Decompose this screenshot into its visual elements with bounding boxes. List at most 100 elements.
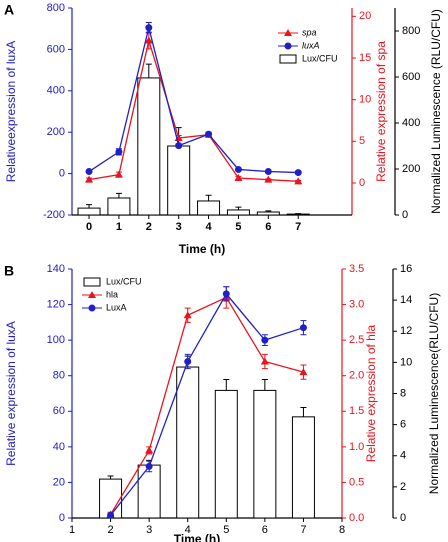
tick-label: 800 [402,25,420,37]
tick-label: 15 [359,52,371,64]
marker [88,304,96,312]
tick-label: 0.5 [349,476,364,488]
tick-label: 0 [400,512,406,524]
x-tick-label: 2 [108,524,114,536]
x-tick-label: 3 [146,524,152,536]
tick-label: 40 [53,441,65,453]
bar [176,366,200,519]
x-axis-title: Time (h) [179,242,225,256]
axis-title: Relative expression of luxA [4,321,18,466]
x-tick-label: 6 [265,221,271,233]
tick-label: 1.0 [349,441,364,453]
marker [205,130,213,138]
bar [256,211,280,216]
line [110,292,304,516]
tick-label: 0 [59,512,65,524]
tick-label: 3.0 [349,298,364,310]
tick-label: 140 [47,263,65,275]
tick-label: 5 [359,135,365,147]
bar [107,197,131,216]
legend-label: spa [302,27,317,37]
legend-label: Lux/CFU [302,53,338,63]
marker [145,446,154,454]
marker [294,169,302,177]
tick-label: 80 [53,370,65,382]
x-tick-label: 6 [262,524,268,536]
marker [175,142,183,150]
panel-label: A [4,2,14,18]
marker [284,42,292,50]
x-tick-label: 4 [185,524,191,536]
line [88,37,299,182]
tick-label: 800 [47,2,65,14]
marker [264,175,273,183]
tick-label: 60 [53,405,65,417]
tick-label: 8 [400,387,406,399]
x-tick-label: 1 [116,221,122,233]
bar [197,200,221,216]
tick-label: 10 [400,356,412,368]
tick-label: 16 [400,263,412,275]
tick-label: 0 [359,177,365,189]
bar [214,389,238,519]
x-tick-label: 5 [223,524,229,536]
tick-label: 200 [402,163,420,175]
tick-label: 100 [47,334,65,346]
x-axis-title: Time (h) [174,532,220,542]
bar [286,213,310,216]
tick-label: 2.0 [349,370,364,382]
x-tick-label: 7 [300,524,306,536]
legend-swatch [83,277,101,287]
tick-label: 0.0 [349,512,364,524]
tick-label: 14 [400,294,412,306]
x-tick-label: 7 [295,221,301,233]
tick-label: 600 [47,43,65,55]
axis-title: Normalized Luminescence (RLU/CFU) [429,9,443,214]
x-tick-label: 1 [69,524,75,536]
tick-label: 600 [402,71,420,83]
axis-title: Relativeexpression of luxA [4,41,18,182]
tick-label: 12 [400,325,412,337]
marker [144,36,153,44]
bar [137,77,161,216]
x-tick-label: 8 [339,524,345,536]
bar [167,145,191,216]
tick-label: 20 [53,476,65,488]
marker [261,336,269,344]
tick-label: 1.5 [349,405,364,417]
legend-label: luxA [302,40,320,50]
bar [137,464,161,519]
marker [284,29,292,36]
tick-label: 20 [359,10,371,22]
tick-label: 2 [400,481,406,493]
x-tick-label: 5 [235,221,241,233]
tick-label: -200 [43,209,65,221]
marker [184,357,192,365]
legend-label: hla [106,289,118,299]
marker [264,168,272,176]
marker [114,170,123,178]
x-tick-label: 0 [86,221,92,233]
tick-label: 400 [47,85,65,97]
tick-label: 200 [47,126,65,138]
marker [294,177,303,185]
marker [222,290,230,298]
bar [291,416,315,519]
marker [115,148,123,156]
marker [299,368,308,376]
marker [88,291,96,298]
bar [226,209,250,216]
tick-label: 10 [359,94,371,106]
marker [234,174,243,181]
axis-title: Normalized Luminescence(RLU/CFU) [427,293,441,494]
marker [234,165,242,173]
bar [77,207,101,216]
x-tick-label: 2 [146,221,152,233]
marker [85,168,93,176]
marker [299,324,307,332]
legend-label: Lux/CFU [106,276,142,286]
axis-title: Relative expression of hla [364,324,378,462]
bar [253,389,277,519]
tick-label: 0 [402,209,408,221]
x-tick-label: 3 [176,221,182,233]
